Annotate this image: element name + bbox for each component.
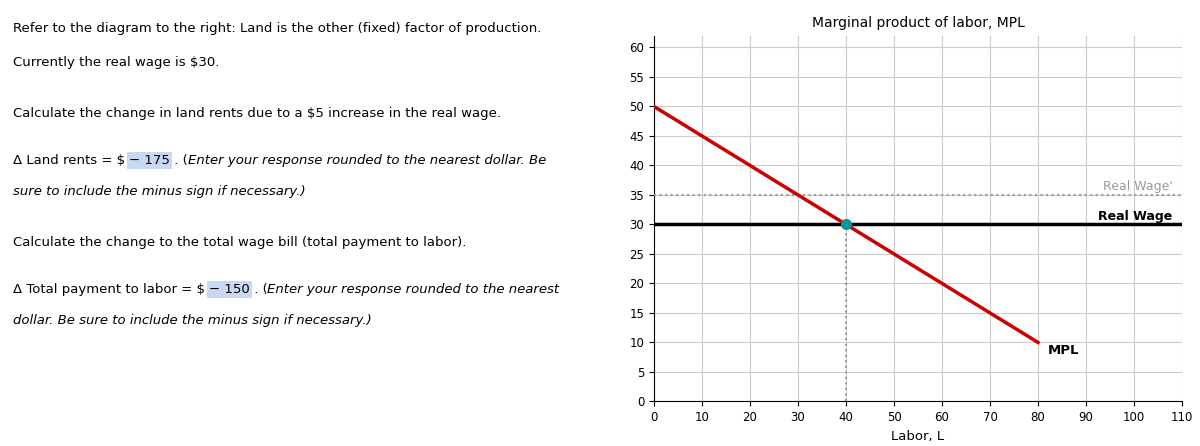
Text: − 175: − 175 [130,154,170,167]
Text: Calculate the change to the total wage bill (total payment to labor).: Calculate the change to the total wage b… [13,236,466,249]
Title: Marginal product of labor, MPL: Marginal product of labor, MPL [811,17,1025,30]
Text: Refer to the diagram to the right: Land is the other (fixed) factor of productio: Refer to the diagram to the right: Land … [13,22,541,35]
Text: Real Wage': Real Wage' [1103,180,1172,193]
Text: − 150: − 150 [209,283,250,296]
Text: Δ Land rents = $: Δ Land rents = $ [13,154,130,167]
Text: Enter your response rounded to the nearest: Enter your response rounded to the neare… [268,283,559,296]
Text: Enter your response rounded to the nearest dollar. Be: Enter your response rounded to the neare… [187,154,546,167]
Text: dollar. Be sure to include the minus sign if necessary.): dollar. Be sure to include the minus sig… [13,314,372,327]
Text: sure to include the minus sign if necessary.): sure to include the minus sign if necess… [13,185,305,198]
Text: Δ Total payment to labor = $: Δ Total payment to labor = $ [13,283,209,296]
Text: Real Wage: Real Wage [1098,210,1172,223]
Text: Currently the real wage is $30.: Currently the real wage is $30. [13,56,220,69]
Text: Calculate the change in land rents due to a $5 increase in the real wage.: Calculate the change in land rents due t… [13,107,500,120]
Text: . (: . ( [250,283,268,296]
Text: . (: . ( [170,154,187,167]
X-axis label: Labor, L: Labor, L [892,429,944,443]
Text: MPL: MPL [1048,343,1079,357]
